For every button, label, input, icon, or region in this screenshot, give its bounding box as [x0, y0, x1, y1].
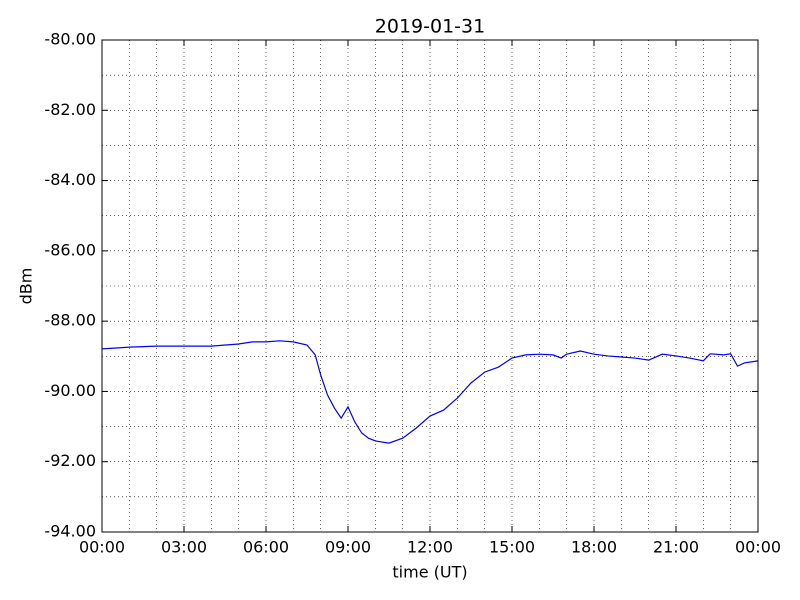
- y-tick-label: -94.00: [44, 522, 96, 541]
- data-line: [101, 340, 759, 444]
- x-tick-label: 00:00: [735, 538, 781, 557]
- y-tick-label: -82.00: [44, 100, 96, 119]
- plot-frame: [101, 39, 759, 533]
- x-tick-label: 18:00: [571, 538, 617, 557]
- x-tick-label: 15:00: [489, 538, 535, 557]
- y-tick-label: -86.00: [44, 240, 96, 259]
- x-tick-label: 09:00: [325, 538, 371, 557]
- x-axis-label: time (UT): [392, 563, 467, 582]
- x-tick-label: 00:00: [79, 538, 125, 557]
- y-tick-label: -88.00: [44, 311, 96, 330]
- y-tick-label: -92.00: [44, 451, 96, 470]
- y-tick-label: -80.00: [44, 30, 96, 49]
- chart-title: 2019-01-31: [375, 16, 485, 38]
- y-axis-label: dBm: [17, 268, 36, 305]
- x-tick-label: 03:00: [161, 538, 207, 557]
- x-tick-label: 06:00: [243, 538, 289, 557]
- x-tick-label: 21:00: [653, 538, 699, 557]
- y-tick-label: -90.00: [44, 381, 96, 400]
- x-tick-label: 12:00: [407, 538, 453, 557]
- y-tick-label: -84.00: [44, 170, 96, 189]
